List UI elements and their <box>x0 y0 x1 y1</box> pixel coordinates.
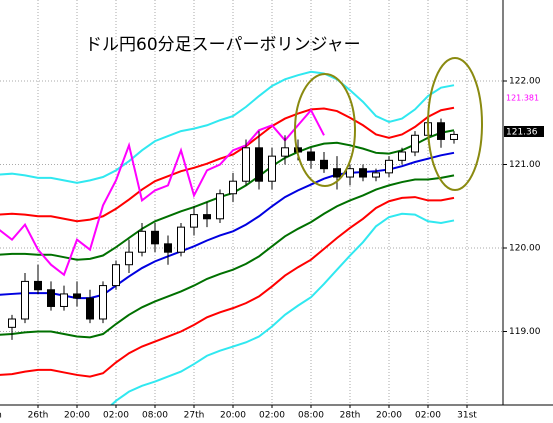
x-tick-label: 20:00 <box>220 411 246 421</box>
candle-body <box>99 285 107 320</box>
candle-body <box>73 293 81 299</box>
highlight-ellipse <box>294 73 356 187</box>
candle-body <box>86 297 94 320</box>
candle-body <box>229 180 237 195</box>
candle-body <box>47 289 55 307</box>
band-line <box>109 212 455 405</box>
candle-body <box>125 251 133 266</box>
y-tick-label: 120.00 <box>509 244 541 254</box>
candle-body <box>8 318 16 328</box>
price-tag-bg <box>504 126 544 137</box>
candle-body <box>346 168 354 178</box>
x-tick-label: 08:00 <box>298 411 324 421</box>
x-tick-label: 28th <box>340 411 361 421</box>
candle-body <box>164 243 172 253</box>
x-tick-label: h <box>0 411 2 421</box>
band-line <box>0 108 325 277</box>
band-line <box>0 70 455 184</box>
x-tick-label: 02:00 <box>103 411 129 421</box>
candle-body <box>177 226 185 253</box>
candle-body <box>242 147 250 182</box>
candle-body <box>281 147 289 157</box>
candle-body <box>307 151 315 161</box>
y-tick-label: 122.00 <box>509 77 541 87</box>
candle-body <box>34 280 42 291</box>
candle-body <box>437 122 445 140</box>
candle-body <box>60 293 68 307</box>
candle-body <box>359 168 367 178</box>
x-tick-label: 02:00 <box>415 411 441 421</box>
candle-body <box>21 280 29 320</box>
candle-body <box>333 168 341 178</box>
candle-body <box>151 230 159 245</box>
price-tag-bg <box>504 92 548 103</box>
candle-body <box>320 159 328 170</box>
band-line <box>0 129 455 261</box>
plot-area <box>0 70 458 405</box>
candle-body <box>203 214 211 220</box>
candle-body <box>411 134 419 153</box>
x-tick-label: 02:00 <box>259 411 285 421</box>
candle-body <box>450 133 458 140</box>
chart-title: ドル円60分足スーパーボリンジャー <box>85 35 361 55</box>
x-tick-label: 20:00 <box>376 411 402 421</box>
x-tick-label: 26th <box>28 411 49 421</box>
x-tick-label: 27th <box>184 411 205 421</box>
candle-body <box>268 155 276 182</box>
x-tick-label: 20:00 <box>64 411 90 421</box>
band-line <box>0 196 455 378</box>
candle-body <box>216 193 224 220</box>
candle-body <box>385 159 393 174</box>
x-tick-label: 31st <box>457 411 477 421</box>
candle-body <box>138 230 146 253</box>
price-tag: 121.381 <box>506 94 539 103</box>
band-line <box>0 174 455 339</box>
candle-body <box>372 172 380 178</box>
y-tick-label: 119.00 <box>509 327 541 337</box>
price-tag: 121.36 <box>506 128 538 138</box>
highlight-ellipse <box>427 57 483 191</box>
candle-body <box>255 147 263 182</box>
candle-body <box>112 264 120 287</box>
candle-body <box>190 214 198 228</box>
candle-body <box>398 151 406 161</box>
y-tick-label: 121.00 <box>509 160 541 170</box>
x-tick-label: 08:00 <box>142 411 168 421</box>
